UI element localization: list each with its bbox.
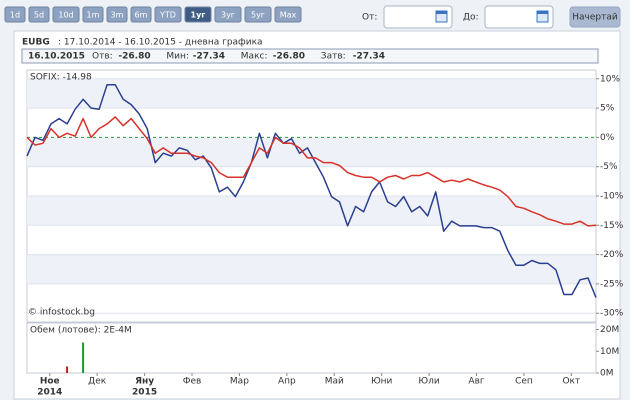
button-label[interactable]: 1уг [191,11,206,20]
button-label[interactable]: 10d [58,11,73,20]
y-tick-label: -10% [600,192,624,202]
legend-entry: SOFIX: -14.98 [30,73,92,83]
info-value: -27.34 [193,52,225,62]
button-face[interactable] [154,6,182,23]
button-face[interactable] [130,6,152,23]
range-button[interactable]: 6m [130,6,152,23]
button-label[interactable]: 3уг [221,11,235,20]
range-button[interactable]: 5уг [244,6,272,23]
x-tick-label: Яну [135,377,154,387]
submit-label[interactable]: Начертай [572,13,618,23]
x-tick-label: Юни [371,377,393,387]
date-input[interactable] [383,5,453,29]
band [27,196,596,226]
submit-button[interactable] [569,6,621,28]
info-label: Мин: [166,52,189,62]
volume-tick-label: 20M [600,325,619,335]
info-bar [21,48,599,64]
info-date: 16.10.2015 [28,52,85,62]
info-value: -26.80 [118,52,150,62]
x-tick-label: Май [325,377,344,387]
button-face[interactable] [4,6,26,23]
x-tick-label: Дек [88,377,107,387]
button-face[interactable] [184,6,212,23]
y-tick-label: -15% [600,221,624,231]
button-label[interactable]: 5d [34,11,44,20]
x-tick-label: Авг [468,377,484,387]
volume-tick-label: 0M [600,369,614,379]
date-label: От: [362,13,377,23]
info-value: -27.34 [353,52,385,62]
range-button[interactable]: 3m [106,6,128,23]
y-tick-label: -25% [600,279,624,289]
y-tick-label: -5% [600,162,618,172]
button-label[interactable]: 1m [87,11,100,20]
x-tick-label: Ное [40,377,60,387]
info-label: Затв: [321,52,346,62]
button-face[interactable] [52,6,80,23]
button-face[interactable] [106,6,128,23]
button-face[interactable] [244,6,272,23]
y-tick-label: -20% [600,250,624,260]
x-tick-label: Сеп [515,377,533,387]
button-label[interactable]: 3m [111,11,124,20]
button-label[interactable]: 6m [135,11,148,20]
x-tick-label: Юли [418,377,439,387]
range-button[interactable]: YTD [154,6,182,23]
button-label[interactable]: 5уг [251,11,265,20]
volume-title: Обем (лотове): 2E-4M [30,326,132,336]
range-button[interactable]: 3уг [214,6,242,23]
y-tick-label: -30% [600,309,624,319]
calendar-top [436,11,447,14]
button-label[interactable]: Max [280,11,297,20]
band [27,254,596,284]
band [27,78,596,109]
year-label: 2015 [132,388,157,398]
year-label: 2014 [37,388,62,398]
button-face[interactable] [82,6,104,23]
button-label[interactable]: 1d [10,11,20,20]
y-tick-label: 5% [600,104,615,114]
watermark: © infostock.bg [28,308,95,318]
info-label: Макс: [241,52,268,62]
date-input[interactable] [484,5,554,29]
chart-subtitle: : 17.10.2014 - 16.10.2015 - дневна графи… [58,38,263,48]
info-label: Отв: [92,52,113,62]
volume-bar [66,366,69,373]
range-button[interactable]: 1d [4,6,26,23]
volume-area [26,322,597,374]
button-face[interactable] [214,6,242,23]
y-tick-label: 0% [600,133,615,143]
range-button[interactable]: Max [274,6,302,23]
info-value: -26.80 [273,52,305,62]
calendar-top [537,11,548,14]
range-button[interactable]: 10d [52,6,80,23]
price-line [26,116,597,227]
price-line [26,83,597,298]
x-tick-label: Мар [230,377,249,387]
range-button[interactable]: 5d [28,6,50,23]
range-button[interactable]: 1уг [184,6,212,23]
button-face[interactable] [274,6,302,23]
button-label[interactable]: YTD [159,11,176,20]
x-tick-label: Окт [562,377,580,387]
date-label: До: [463,13,479,23]
volume-tick-label: 10M [600,347,619,357]
volume-bar [82,342,85,373]
range-button[interactable]: 1m [82,6,104,23]
y-tick-label: 10% [600,74,620,84]
button-face[interactable] [28,6,50,23]
x-tick-label: Апр [278,377,296,387]
band [27,137,596,167]
chart-title: EUBG [22,38,50,48]
x-tick-label: Фев [183,377,202,387]
